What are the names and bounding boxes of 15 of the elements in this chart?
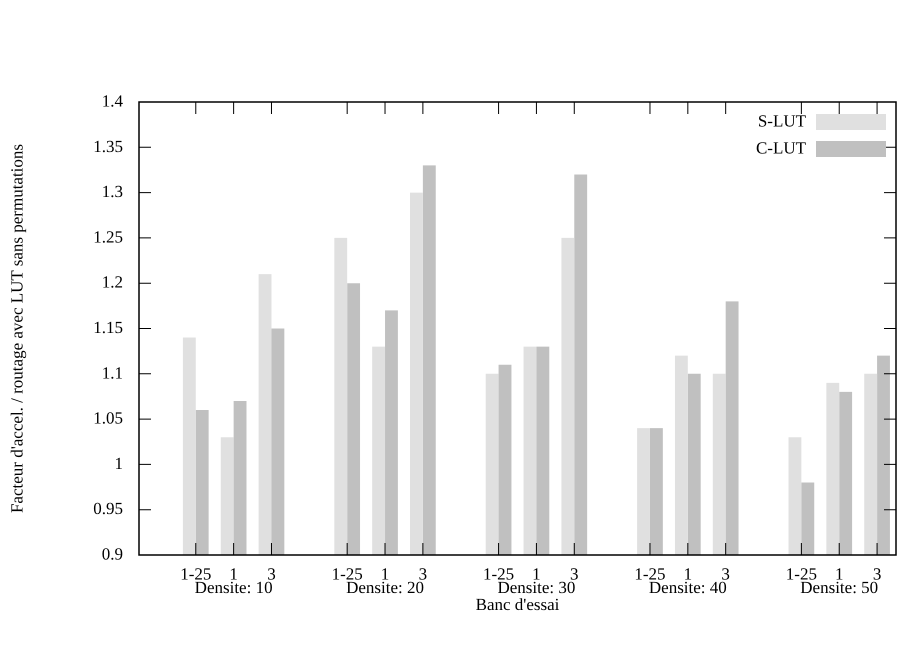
y-tick-label: 1.2 <box>102 272 123 292</box>
y-tick-label: 1.35 <box>93 136 123 156</box>
legend-label: S-LUT <box>758 111 807 130</box>
y-tick-label: 1.25 <box>93 227 123 246</box>
y-tick-label: 0.95 <box>93 499 123 518</box>
y-tick-label: 1.15 <box>93 318 123 337</box>
y-tick-label: 1.05 <box>93 408 123 428</box>
y-tick-label: 1.4 <box>102 91 124 110</box>
y-tick-label: 0.9 <box>102 544 123 564</box>
y-tick-label: 1 <box>114 454 123 473</box>
y-tick-label: 1.3 <box>102 182 123 202</box>
legend-label: C-LUT <box>756 138 807 158</box>
y-axis-title: Facteur d'accel. / routage avec LUT sans permutations <box>8 144 27 514</box>
y-tick-label: 1.1 <box>102 363 123 382</box>
x-axis-title: Banc d'essai <box>476 594 560 614</box>
